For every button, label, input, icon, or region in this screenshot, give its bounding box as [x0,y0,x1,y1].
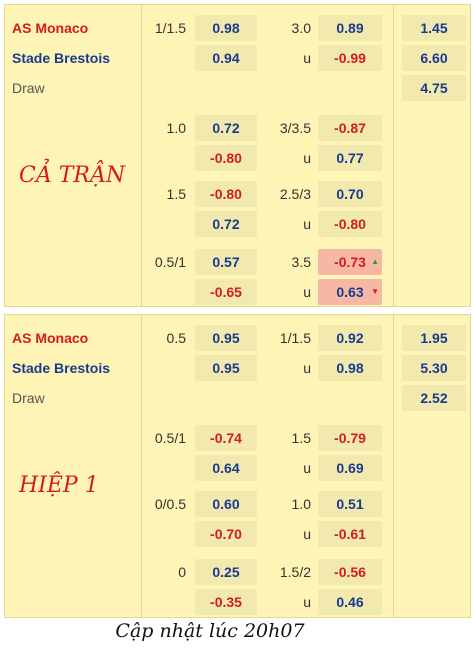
under-odds[interactable]: -0.61 [318,521,382,547]
period-label: HIỆP 1 [19,473,99,498]
odds-value: 0.63 [336,284,364,300]
draw-label: Draw [12,390,45,406]
under-odds-changed[interactable]: 0.63 ▼ [318,279,382,305]
column-divider [393,315,394,617]
handicap-home-odds[interactable]: 0.95 [195,325,257,351]
handicap-line: 0/0.5 [154,496,186,512]
1x2-home-odds[interactable]: 1.45 [402,15,466,41]
handicap-line: 1.0 [166,120,186,136]
under-odds[interactable]: 0.69 [318,455,382,481]
first-half-section: AS Monaco Stade Brestois Draw HIỆP 1 0.5… [4,314,471,618]
handicap-line: 0.5/1 [154,430,186,446]
under-odds[interactable]: 0.46 [318,589,382,615]
over-odds[interactable]: 0.70 [318,181,382,207]
handicap-away-odds[interactable]: -0.35 [195,589,257,615]
under-odds[interactable]: -0.80 [318,211,382,237]
handicap-away-odds[interactable]: 0.95 [195,355,257,381]
total-line: 3/3.5 [279,120,311,136]
under-label: u [303,50,311,66]
handicap-home-odds[interactable]: 0.57 [195,249,257,275]
draw-label: Draw [12,80,45,96]
away-team-name: Stade Brestois [12,360,111,376]
odds-value: -0.73 [334,254,366,270]
column-divider [393,5,394,306]
handicap-away-odds[interactable]: -0.70 [195,521,257,547]
column-divider [141,5,142,306]
odds-down-arrow-icon: ▼ [371,287,379,296]
handicap-line: 1/1.5 [154,20,186,36]
over-odds[interactable]: -0.56 [318,559,382,585]
handicap-line: 0.5 [166,330,186,346]
total-line: 2.5/3 [279,186,311,202]
handicap-away-odds[interactable]: -0.65 [195,279,257,305]
handicap-home-odds[interactable]: -0.80 [195,181,257,207]
under-odds[interactable]: 0.77 [318,145,382,171]
1x2-away-odds[interactable]: 6.60 [402,45,466,71]
handicap-line: 1.5 [166,186,186,202]
1x2-away-odds[interactable]: 5.30 [402,355,466,381]
update-time-caption: Cập nhật lúc 20h07 [115,620,305,642]
1x2-draw-odds[interactable]: 4.75 [402,75,466,101]
odds-up-arrow-icon: ▲ [371,257,379,266]
under-label: u [303,284,311,300]
over-odds[interactable]: 0.92 [318,325,382,351]
over-odds[interactable]: -0.87 [318,115,382,141]
total-line: 1.0 [291,496,311,512]
handicap-away-odds[interactable]: 0.94 [195,45,257,71]
full-match-section: AS Monaco Stade Brestois Draw CẢ TRẬN 1/… [4,4,471,307]
handicap-home-odds[interactable]: 0.60 [195,491,257,517]
1x2-draw-odds[interactable]: 2.52 [402,385,466,411]
handicap-home-odds[interactable]: 0.98 [195,15,257,41]
column-divider [141,315,142,617]
total-line: 3.5 [291,254,311,270]
total-line: 1.5 [291,430,311,446]
away-team-name: Stade Brestois [12,50,111,66]
total-line: 1.5/2 [279,564,311,580]
1x2-home-odds[interactable]: 1.95 [402,325,466,351]
over-odds-changed[interactable]: -0.73 ▲ [318,249,382,275]
over-odds[interactable]: -0.79 [318,425,382,451]
period-label: CẢ TRẬN [19,163,126,188]
home-team-name: AS Monaco [12,20,89,36]
under-odds[interactable]: 0.98 [318,355,382,381]
handicap-away-odds[interactable]: -0.80 [195,145,257,171]
handicap-home-odds[interactable]: -0.74 [195,425,257,451]
handicap-away-odds[interactable]: 0.72 [195,211,257,237]
total-line: 3.0 [291,20,311,36]
handicap-line: 0 [178,564,186,580]
handicap-home-odds[interactable]: 0.25 [195,559,257,585]
under-label: u [303,594,311,610]
home-team-name: AS Monaco [12,330,89,346]
under-label: u [303,526,311,542]
under-label: u [303,150,311,166]
under-odds[interactable]: -0.99 [318,45,382,71]
under-label: u [303,360,311,376]
handicap-home-odds[interactable]: 0.72 [195,115,257,141]
over-odds[interactable]: 0.89 [318,15,382,41]
handicap-away-odds[interactable]: 0.64 [195,455,257,481]
total-line: 1/1.5 [279,330,311,346]
under-label: u [303,460,311,476]
over-odds[interactable]: 0.51 [318,491,382,517]
handicap-line: 0.5/1 [154,254,186,270]
under-label: u [303,216,311,232]
